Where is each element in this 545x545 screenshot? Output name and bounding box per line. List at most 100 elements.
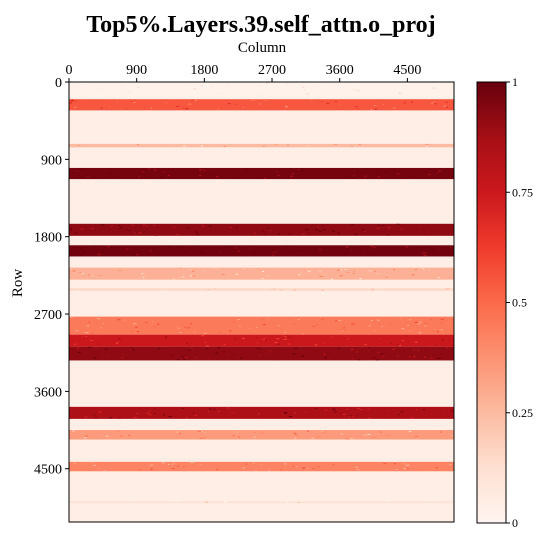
band-speckle — [264, 177, 266, 179]
band-speckle — [425, 145, 429, 147]
band-speckle — [451, 339, 455, 341]
band-speckle — [227, 407, 230, 409]
band-speckle — [393, 463, 397, 465]
band-speckle — [169, 176, 173, 178]
band-speckle — [313, 232, 318, 234]
band-speckle — [192, 412, 195, 414]
band-speckle — [270, 332, 274, 334]
band-speckle — [255, 355, 259, 357]
band-speckle — [91, 227, 94, 229]
band-speckle — [413, 349, 415, 351]
band-speckle — [337, 329, 340, 331]
band-speckle — [218, 331, 221, 333]
band-speckle — [217, 347, 221, 349]
band-speckle — [199, 175, 201, 177]
band-speckle — [408, 330, 411, 332]
band-speckle — [293, 318, 296, 320]
chart-title: Top5%.Layers.39.self_attn.o_proj — [86, 12, 435, 38]
band-speckle — [272, 319, 276, 321]
band-speckle — [83, 275, 86, 277]
band-speckle — [73, 173, 77, 175]
band-speckle — [88, 95, 92, 97]
band-speckle — [422, 409, 426, 411]
band-speckle — [138, 469, 142, 471]
band-speckle — [346, 90, 350, 92]
band-speckle — [415, 409, 418, 411]
band-speckle — [306, 145, 309, 147]
band-speckle — [138, 277, 142, 279]
band-speckle — [268, 350, 272, 352]
band-speckle — [107, 350, 111, 352]
band-speckle — [449, 464, 452, 466]
band-speckle — [208, 225, 213, 227]
band-speckle — [405, 246, 409, 248]
band-speckle — [221, 232, 226, 234]
band-speckle — [383, 358, 386, 360]
band-fill — [69, 99, 454, 111]
band-speckle — [90, 333, 93, 335]
band-speckle — [391, 335, 394, 337]
band-speckle — [200, 252, 204, 254]
band-speckle — [239, 95, 242, 97]
band-speckle — [238, 436, 240, 438]
band-speckle — [233, 327, 236, 329]
band-speckle — [76, 347, 80, 349]
band-speckle — [80, 248, 83, 250]
band-speckle — [298, 274, 301, 276]
band-speckle — [327, 168, 331, 170]
heatmap-band — [69, 223, 454, 236]
band-speckle — [245, 463, 248, 465]
band-speckle — [433, 329, 436, 331]
band-speckle — [242, 467, 245, 469]
band-speckle — [289, 251, 293, 253]
band-speckle — [256, 342, 259, 344]
band-speckle — [107, 83, 110, 85]
band-speckle — [131, 330, 134, 332]
band-speckle — [250, 100, 254, 102]
band-speckle — [337, 106, 340, 108]
band-speckle — [321, 225, 325, 227]
band-speckle — [274, 269, 277, 271]
band-speckle — [352, 416, 355, 418]
band-speckle — [413, 356, 416, 358]
band-speckle — [305, 229, 309, 231]
band-speckle — [320, 431, 323, 433]
heatmap-band — [69, 334, 455, 347]
band-speckle — [192, 464, 196, 466]
band-speckle — [190, 461, 194, 463]
band-speckle — [180, 465, 183, 467]
band-speckle — [319, 270, 322, 272]
band-speckle — [130, 501, 134, 503]
band-speckle — [407, 252, 410, 254]
band-speckle — [185, 82, 189, 84]
band-speckle — [206, 348, 209, 350]
band-speckle — [171, 354, 174, 356]
band-speckle — [378, 337, 382, 339]
band-speckle — [98, 89, 101, 91]
band-speckle — [443, 410, 445, 412]
band-speckle — [415, 177, 418, 179]
band-speckle — [84, 416, 88, 418]
band-speckle — [381, 225, 384, 227]
band-speckle — [273, 288, 276, 290]
band-speckle — [102, 435, 106, 437]
band-speckle — [419, 321, 423, 323]
band-speckle — [334, 101, 338, 103]
band-speckle — [317, 466, 321, 468]
band-speckle — [363, 175, 367, 177]
band-speckle — [70, 229, 73, 231]
band-speckle — [367, 433, 371, 435]
band-speckle — [203, 87, 208, 89]
band-speckle — [217, 269, 219, 271]
band-speckle — [249, 269, 252, 271]
band-speckle — [373, 246, 376, 248]
band-speckle — [276, 170, 279, 172]
band-speckle — [73, 106, 78, 108]
band-speckle — [259, 463, 263, 465]
band-speckle — [114, 275, 117, 277]
band-speckle — [330, 336, 334, 338]
band-speckle — [289, 350, 293, 352]
band-speckle — [401, 340, 405, 342]
band-speckle — [294, 347, 298, 349]
band-fill — [69, 82, 454, 98]
